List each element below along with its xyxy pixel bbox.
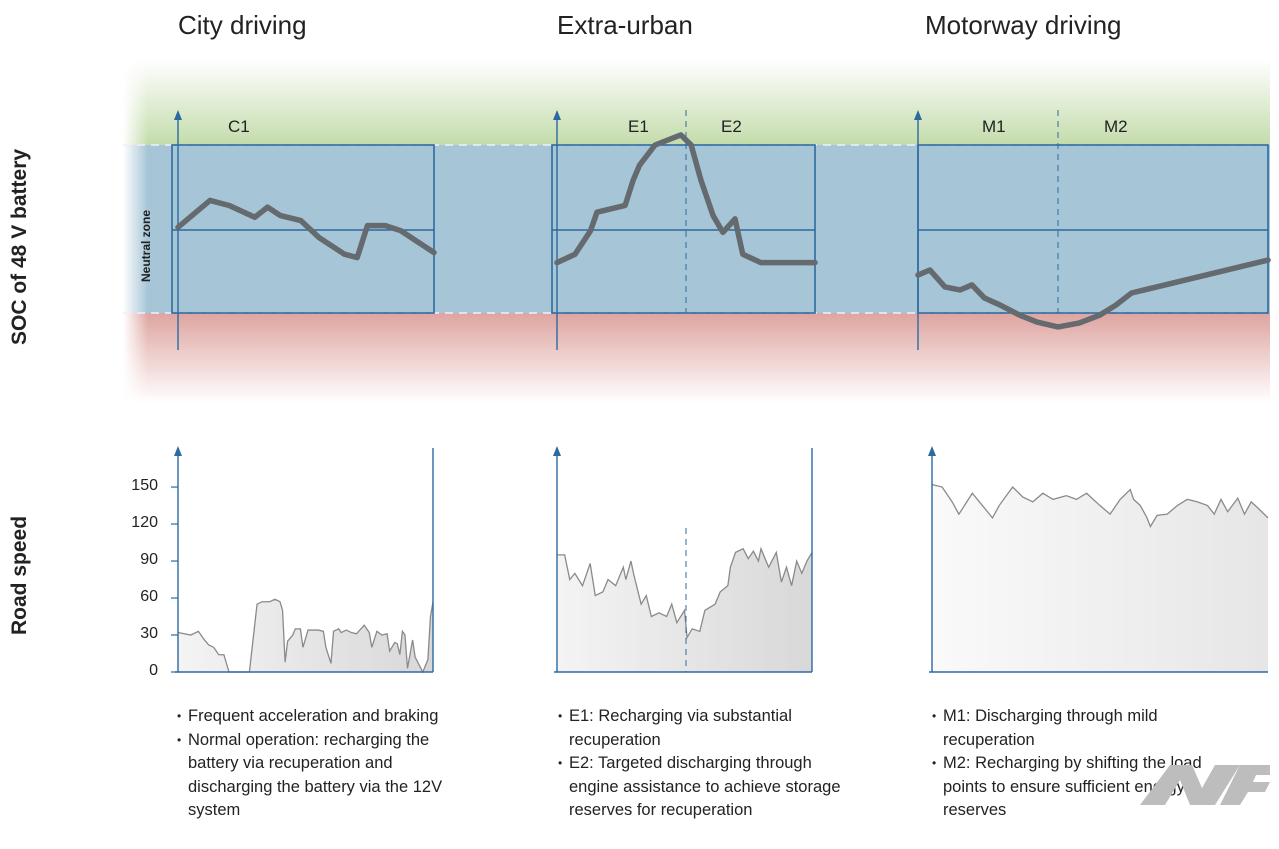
speed-tick-label: 90 [140,551,158,569]
title-extra-urban: Extra-urban [557,10,693,40]
segment-label-e2: E2 [721,117,742,136]
speed-tick-label: 150 [131,477,158,495]
axis-arrow-icon [174,446,182,456]
soc-line-M1/M2 [915,257,1271,330]
speed-area [932,484,1268,672]
neutral-zone-label: Neutral zone [139,209,153,282]
axis-arrow-icon [553,110,561,120]
title-city: City driving [178,10,307,40]
speed-tick-label: 60 [140,588,158,606]
soc-axis-label: SOC of 48 V battery [8,148,31,345]
segment-label-e1: E1 [628,117,649,136]
neutral-zone-box [551,144,816,314]
segment-label-m1: M1 [982,117,1006,136]
notes-city: Frequent acceleration and braking Normal… [177,705,477,823]
axis-arrow-icon [928,446,936,456]
speed-tick-label: 30 [140,625,158,642]
axis-arrow-icon [914,110,922,120]
soc-line-C1 [175,197,437,261]
title-motorway: Motorway driving [925,10,1122,40]
note: E2: Targeted discharging through engine … [558,752,848,823]
lower-zone-band [123,313,1270,403]
axis-arrow-icon [174,110,182,120]
note: E1: Recharging via substantial recuperat… [558,705,848,752]
note: M1: Discharging through mild recuperatio… [932,705,1227,752]
note: Frequent acceleration and braking [177,705,477,729]
note: M2: Recharging by shifting the load poin… [932,752,1227,823]
speed-line [931,483,1269,528]
note: Normal operation: recharging the battery… [177,729,477,823]
upper-zone-band [123,60,1270,145]
notes-motorway: M1: Discharging through mild recuperatio… [932,705,1227,823]
speed-line [557,546,813,640]
segment-label-c1: C1 [228,117,250,136]
notes-extra-urban: E1: Recharging via substantial recuperat… [558,705,848,823]
soc-line-E1/E2 [554,132,818,266]
segment-label-m2: M2 [1104,117,1128,136]
speed-axis-label: Road speed [8,515,31,635]
neutral-zone-box [171,144,435,314]
speed-tick-label: 0 [149,662,158,679]
motor-fan-logo-icon [1140,765,1270,805]
speed-area [178,599,433,672]
axis-arrow-icon [553,446,561,456]
speed-tick-label: 120 [131,514,158,532]
